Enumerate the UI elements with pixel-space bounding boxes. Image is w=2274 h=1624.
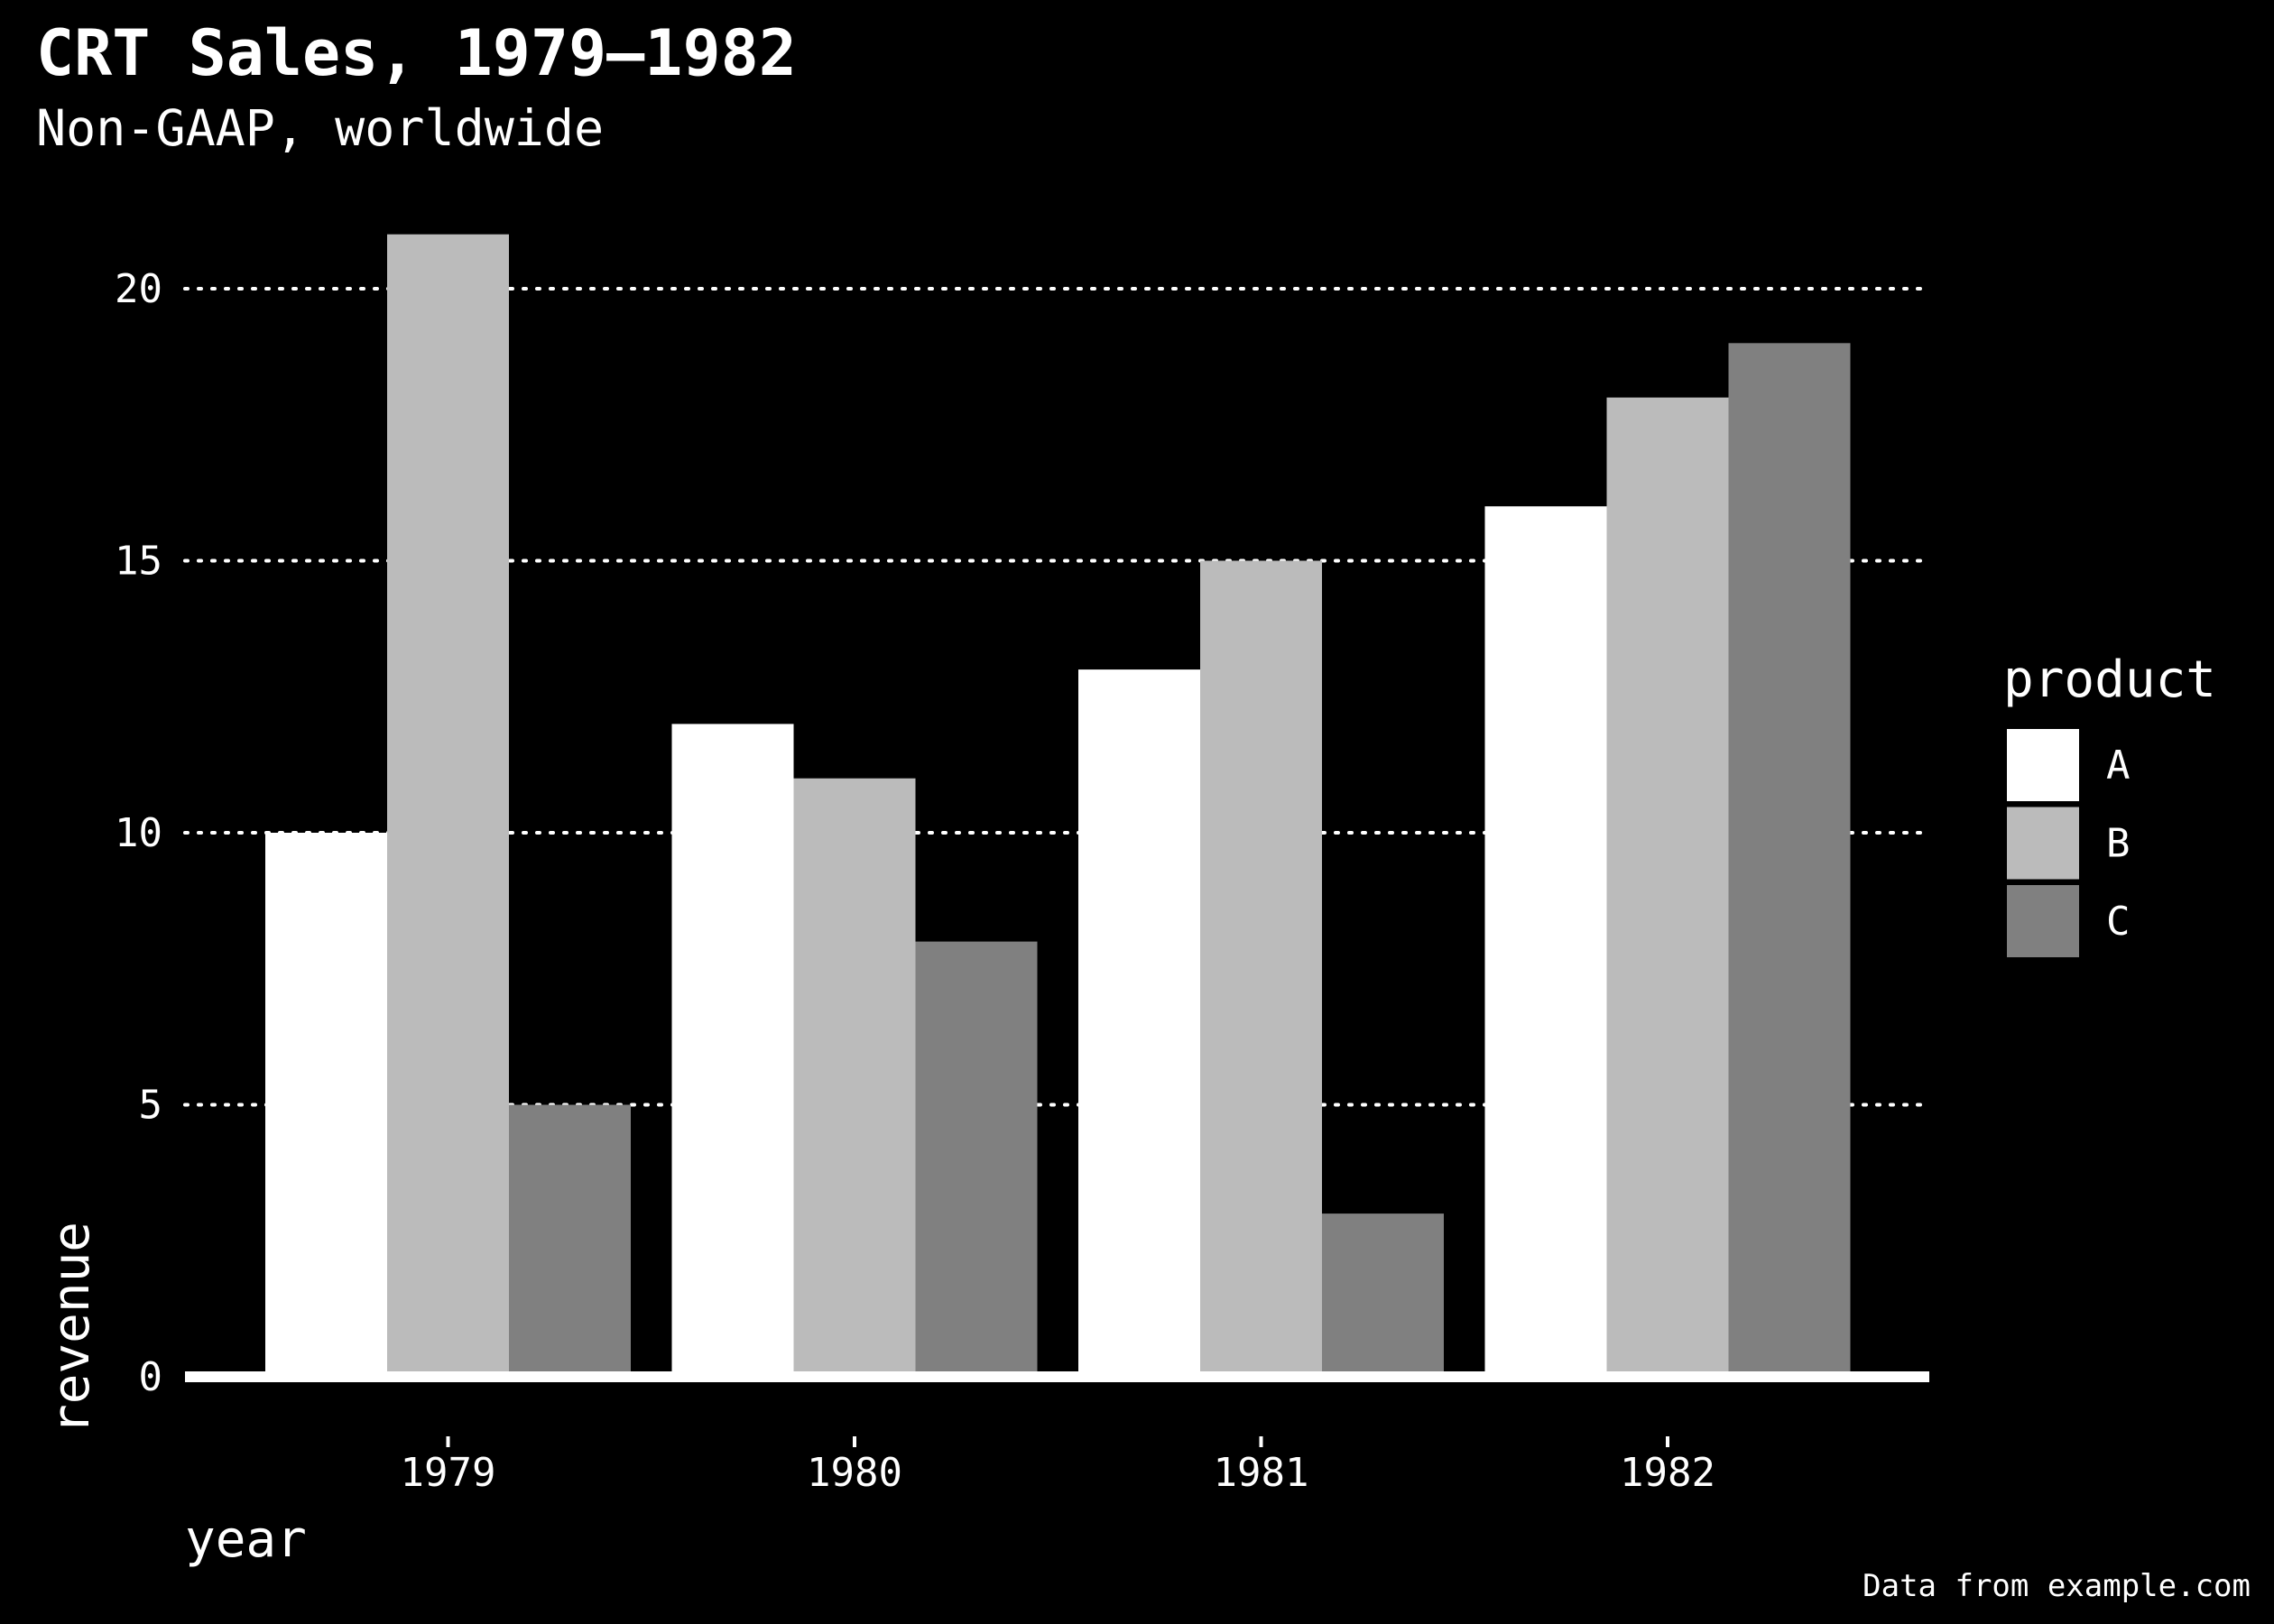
bar-1979-A <box>265 833 387 1377</box>
legend-title: product <box>2003 651 2216 709</box>
bar-1982-A <box>1484 506 1607 1377</box>
y-axis-title: revenue <box>42 1222 101 1435</box>
bar-1980-A <box>671 724 794 1377</box>
bar-1980-B <box>793 778 916 1377</box>
bar-1982-C <box>1728 343 1851 1377</box>
bar-1979-C <box>509 1104 631 1377</box>
legend-key-B <box>2007 807 2079 880</box>
y-tick-label-0: 0 <box>139 1354 163 1400</box>
x-tick-label-1980: 1980 <box>807 1450 902 1496</box>
bar-1981-B <box>1200 560 1322 1377</box>
legend-label-C: C <box>2106 899 2131 945</box>
legend-key-A <box>2007 729 2079 801</box>
bar-1981-A <box>1078 669 1200 1377</box>
legend: product ABC <box>2003 651 2216 957</box>
x-axis-title: year <box>185 1510 307 1569</box>
bar-1982-B <box>1606 397 1729 1378</box>
legend-key-C <box>2007 885 2079 957</box>
bar-1980-C <box>915 941 1038 1377</box>
chart-title: CRT Sales, 1979–1982 <box>36 16 797 90</box>
x-tick-label-1979: 1979 <box>401 1450 496 1496</box>
y-tick-label-20: 20 <box>115 266 162 312</box>
y-tick-label-15: 15 <box>115 539 162 585</box>
y-tick-label-10: 10 <box>115 810 162 856</box>
legend-label-A: A <box>2106 743 2131 789</box>
axes: 0 5 10 15 20 1979 1980 1981 1982 year revenue <box>42 266 1929 1569</box>
x-tick-label-1981: 1981 <box>1214 1450 1309 1496</box>
chart-subtitle: Non-GAAP, worldwide <box>36 99 605 157</box>
legend-label-B: B <box>2106 821 2131 867</box>
bars <box>265 234 1851 1378</box>
bar-1979-B <box>387 234 509 1378</box>
bar-1981-C <box>1322 1213 1444 1377</box>
data-source-caption: Data from example.com <box>1863 1568 2251 1604</box>
x-tick-label-1982: 1982 <box>1620 1450 1715 1496</box>
y-tick-label-5: 5 <box>139 1083 163 1129</box>
